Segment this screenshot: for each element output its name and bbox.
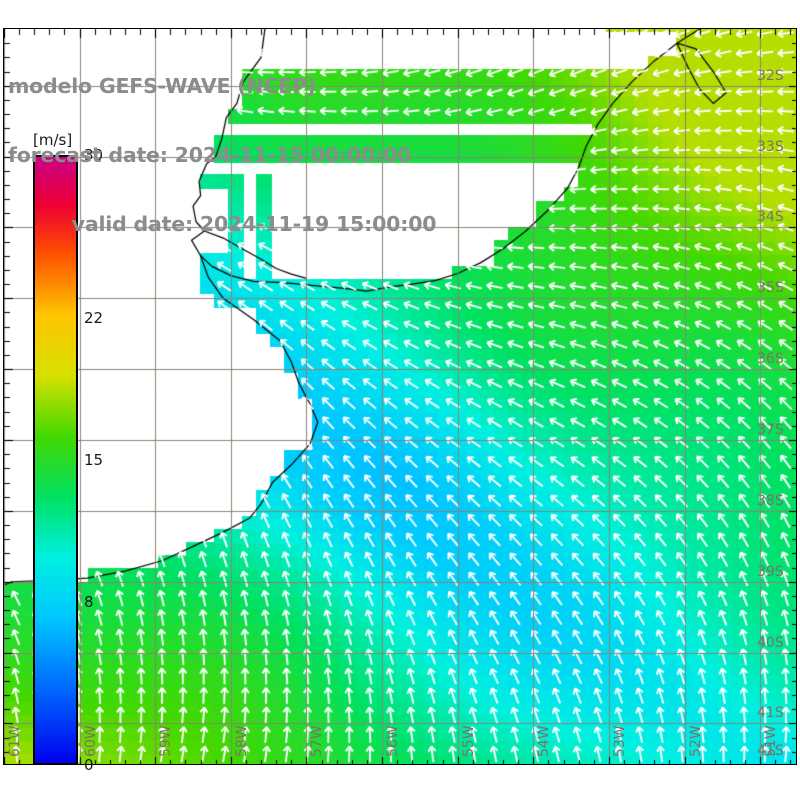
lat-label-35S: 35S (757, 280, 784, 297)
lon-label-60W: 60W (82, 725, 99, 757)
lon-label-52W: 52W (687, 725, 704, 757)
colorbar-tick-8: 8 (84, 593, 94, 612)
lon-label-59W: 59W (158, 725, 175, 757)
colorbar-tick-15: 15 (84, 451, 104, 469)
lon-label-56W: 56W (385, 725, 402, 757)
lon-label-53W: 53W (611, 725, 628, 757)
title-valid-date: valid date: 2024-11-19 15:00:00 (71, 212, 437, 236)
lat-label-40S: 40S (757, 634, 784, 651)
lon-label-57W: 57W (309, 725, 326, 757)
lat-label-33S: 33S (757, 138, 784, 155)
lon-label-55W: 55W (460, 725, 477, 757)
figure-title-block: modelo GEFS-WAVE (NCEP) forecast date: 2… (8, 29, 500, 282)
lat-label-38S: 38S (757, 492, 784, 509)
lon-label-54W: 54W (536, 725, 553, 757)
lon-label-61W: 61W (7, 725, 23, 757)
colorbar-tick-0: 0 (84, 756, 94, 774)
lat-label-41S: 41S (757, 705, 784, 722)
lat-label-32S: 32S (757, 67, 784, 84)
lat-label-37S: 37S (757, 422, 784, 439)
title-forecast-date: forecast date: 2024-11-15 00:00:00 (8, 143, 412, 167)
lat-label-41S: 41S (757, 743, 784, 759)
colorbar-tick-22: 22 (84, 308, 104, 327)
title-model: modelo GEFS-WAVE (NCEP) (8, 74, 316, 98)
lat-label-34S: 34S (757, 209, 784, 226)
lon-label-58W: 58W (233, 725, 250, 757)
lat-label-36S: 36S (757, 351, 784, 368)
lat-label-39S: 39S (757, 563, 784, 580)
